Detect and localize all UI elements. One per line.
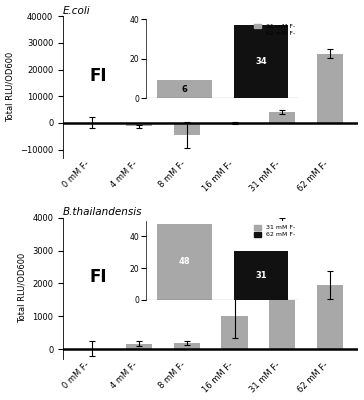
Bar <box>174 343 200 349</box>
Bar <box>79 348 105 349</box>
Y-axis label: Total RLU/OD600: Total RLU/OD600 <box>18 253 27 324</box>
Text: FI: FI <box>90 268 107 286</box>
Bar <box>269 112 295 123</box>
Bar <box>317 285 343 349</box>
Text: FI: FI <box>90 67 107 85</box>
Y-axis label: Total RLU/OD600: Total RLU/OD600 <box>5 52 15 122</box>
Text: B.thailandensis: B.thailandensis <box>63 207 143 217</box>
Bar <box>126 123 153 126</box>
Bar <box>221 316 248 349</box>
Text: E.coli: E.coli <box>63 6 91 16</box>
Bar <box>126 344 153 349</box>
Bar <box>317 54 343 123</box>
Bar <box>269 249 295 349</box>
Bar <box>174 123 200 135</box>
